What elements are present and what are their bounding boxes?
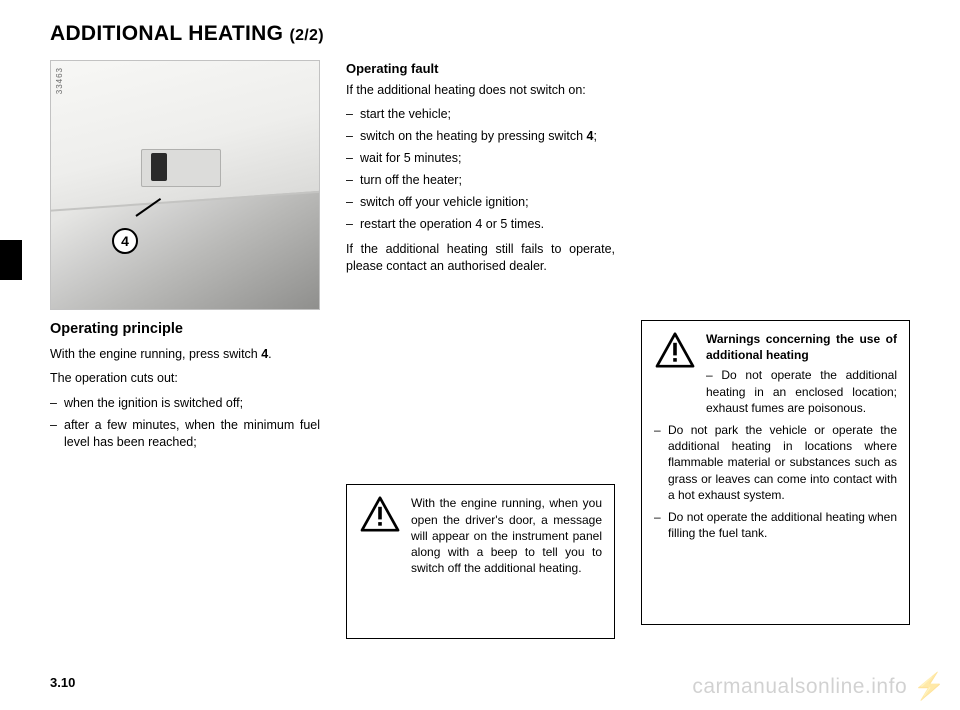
title-sub: (2/2) bbox=[289, 27, 323, 44]
col3-bullets: –Do not park the vehicle or operate the … bbox=[654, 422, 897, 541]
warning-triangle-icon bbox=[654, 331, 696, 369]
watermark-text: carmanualsonline.info bbox=[692, 675, 907, 699]
warning-text: With the engine running, when you open t… bbox=[411, 495, 602, 576]
operating-fault-heading: Operating fault bbox=[346, 60, 615, 78]
column-2: Operating fault If the additional heatin… bbox=[346, 60, 615, 639]
col1-p2: The operation cuts out: bbox=[50, 370, 320, 387]
list-item: –Do not park the vehicle or operate the … bbox=[654, 422, 897, 503]
page-title: ADDITIONAL HEATING (2/2) bbox=[50, 22, 910, 46]
col2-bullets: –start the vehicle; –switch on the heati… bbox=[346, 106, 615, 232]
col1-bullets: –when the ignition is switched off; –aft… bbox=[50, 395, 320, 451]
operating-principle-heading: Operating principle bbox=[50, 320, 320, 340]
column-1: 33463 4 Operating principle With the eng… bbox=[50, 60, 320, 639]
col1-p1: With the engine running, press switch 4. bbox=[50, 346, 320, 363]
watermark: carmanualsonline.info ⚡ bbox=[692, 671, 946, 702]
list-item: –start the vehicle; bbox=[346, 106, 615, 123]
content-columns: 33463 4 Operating principle With the eng… bbox=[50, 60, 910, 639]
column-3: Warnings concerning the use of additiona… bbox=[641, 60, 910, 639]
list-item: –switch off your vehicle ignition; bbox=[346, 194, 615, 211]
page-number: 3.10 bbox=[50, 675, 75, 690]
col2-p2: If the additional heating still fails to… bbox=[346, 241, 615, 275]
bolt-icon: ⚡ bbox=[913, 671, 946, 702]
title-main: ADDITIONAL HEATING bbox=[50, 22, 283, 45]
callout-number-4: 4 bbox=[112, 228, 138, 254]
dashboard-photo: 33463 bbox=[50, 60, 320, 310]
list-item: –after a few minutes, when the minimum f… bbox=[50, 417, 320, 451]
list-item: –Do not operate the additional heating w… bbox=[654, 509, 897, 541]
col2-p1: If the additional heating does not switc… bbox=[346, 82, 615, 99]
photo-id: 33463 bbox=[55, 67, 66, 94]
section-tab bbox=[0, 240, 22, 280]
warning-triangle-icon bbox=[359, 495, 401, 533]
warning-box-engine-running: With the engine running, when you open t… bbox=[346, 484, 615, 639]
photo-wrapper: 33463 4 bbox=[50, 60, 320, 310]
list-item: –when the ignition is switched off; bbox=[50, 395, 320, 412]
warning-title: Warnings concerning the use of additiona… bbox=[706, 332, 897, 362]
warning-box-usage: Warnings concerning the use of additiona… bbox=[641, 320, 910, 625]
warning-lead: – Do not operate the additional heating … bbox=[706, 368, 897, 414]
list-item: –restart the operation 4 or 5 times. bbox=[346, 216, 615, 233]
page-content: ADDITIONAL HEATING (2/2) 33463 4 Operati… bbox=[50, 22, 910, 639]
list-item: –switch on the heating by pressing switc… bbox=[346, 128, 615, 145]
list-item: –turn off the heater; bbox=[346, 172, 615, 189]
list-item: –wait for 5 minutes; bbox=[346, 150, 615, 167]
